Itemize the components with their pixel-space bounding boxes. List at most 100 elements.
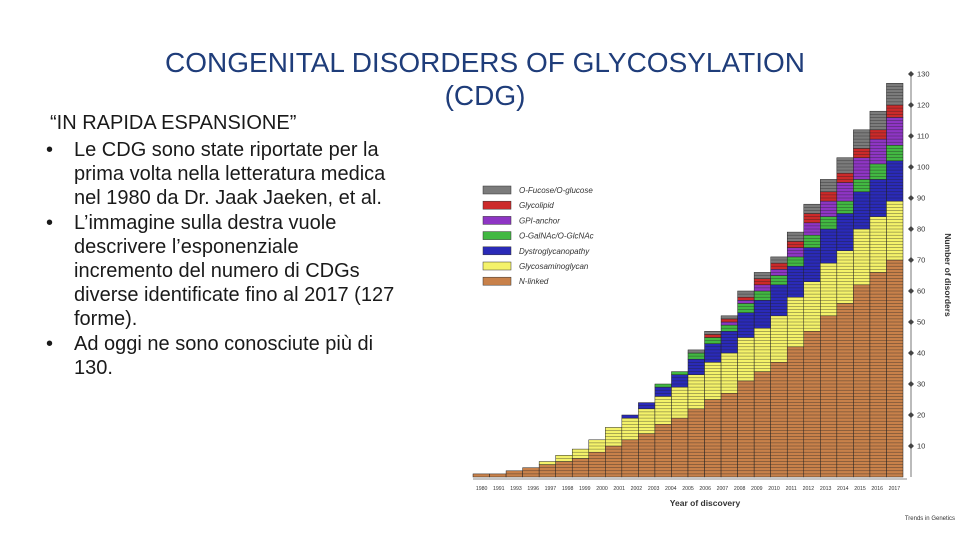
bar-segment [820,262,838,317]
y-tick-label: 50 [917,318,925,327]
bar-segment [555,461,573,478]
y-tick-label: 90 [917,194,925,203]
x-tick-label: 2013 [820,486,832,492]
bar-segment [836,250,854,304]
title-line-1: CONGENITAL DISORDERS OF GLYCOSYLATION [165,47,805,78]
x-tick-label: 2004 [665,486,677,492]
bars-group [472,83,904,478]
bar-segment [538,461,556,465]
x-tick-label: 1999 [579,486,591,492]
y-tick-marker [908,288,914,294]
x-tick-label: 2001 [613,486,625,492]
legend-swatch [482,246,512,256]
x-tick-label: 2014 [837,486,849,492]
bar-segment [886,117,904,146]
x-tick-label: 1991 [493,486,505,492]
x-tick-label: 2010 [768,486,780,492]
y-tick-label: 60 [917,287,925,296]
subtitle: “IN RAPIDA ESPANSIONE” [50,112,297,134]
x-tick-label: 2017 [889,486,901,492]
legend-label: N-linked [519,277,549,286]
x-tick-label: 2009 [751,486,763,492]
x-tick-label: 2008 [734,486,746,492]
bar-segment [803,213,821,224]
legend-label: O-Fucose/O-glucose [519,186,593,195]
y-tick-marker [908,164,914,170]
y-tick-label: 30 [917,380,925,389]
y-tick-marker [908,133,914,139]
bar-segment [654,396,672,425]
bullet-item: L’immagine sulla destra vuole descrivere… [46,211,401,332]
x-tick-label: 2007 [717,486,729,492]
bar-segment [886,83,904,106]
bar-segment [654,424,672,478]
bar-segment [704,334,722,338]
bar-segment [803,247,821,282]
legend-label: O-GalNAc/O-GlcNAc [519,232,594,241]
bar-segment [786,256,805,267]
x-tick-label: 1998 [562,486,574,492]
legend-swatch [482,231,512,240]
x-tick-label: 2011 [786,486,797,492]
bar-segment [886,145,904,162]
bar-segment [571,448,590,459]
bar-segment [820,200,838,217]
bar-segment [522,467,540,478]
x-tick-label: 2000 [596,486,608,492]
y-tick-marker [908,226,914,232]
y-tick-label: 20 [917,411,925,420]
x-tick-label: 1993 [510,486,522,492]
bar-segment [836,172,854,183]
y-tick-marker [908,195,914,201]
bar-segment [770,315,788,363]
bar-segment [820,191,838,202]
y-tick-marker [908,412,914,418]
bar-segment [654,383,672,388]
bar-segment [654,386,672,397]
bullet-item: Ad oggi ne sono conosciute più di 130. [46,332,401,380]
bar-segment [836,157,854,174]
x-tick-label: 2003 [648,486,660,492]
x-tick-label: 2012 [803,486,815,492]
x-tick-label: 1996 [527,486,539,492]
bar-segment [737,303,755,313]
bullet-list: Le CDG sono state riportate per la prima… [46,138,401,380]
y-tick-marker [908,257,914,263]
bar-segment [720,318,738,323]
x-tick-label: 2015 [854,486,866,492]
x-tick-label: 2016 [871,486,883,492]
legend-swatch [482,185,512,195]
y-tick-marker [908,350,914,356]
y-tick-label: 100 [917,163,930,172]
bar-segment [671,417,689,478]
legend-label: Dystroglycanopathy [519,247,590,256]
x-tick-label: 1997 [545,486,557,492]
bar-segment [704,331,722,335]
bar-segment [687,374,705,410]
bar-segment [786,247,805,258]
credit-label: Trends in Genetics [905,516,955,522]
bar-segment [770,275,788,286]
bar-segment [869,163,887,180]
x-axis-label: Year of discovery [670,498,741,508]
bar-segment [489,473,507,478]
y-tick-label: 130 [917,70,930,79]
bar-segment [753,300,771,329]
bar-segment [820,228,838,264]
legend-label: GPI-anchor [519,216,560,225]
legend-swatch [482,276,512,286]
y-tick-marker [908,381,914,387]
slide-title: CONGENITAL DISORDERS OF GLYCOSYLATION (C… [60,46,910,112]
bar-segment [704,399,722,478]
bar-segment [770,362,788,478]
bar-segment [687,358,705,375]
y-tick-label: 40 [917,349,925,358]
y-tick-label: 120 [917,101,930,110]
x-tick-label: 2006 [699,486,711,492]
y-tick-label: 80 [917,225,925,234]
bar-segment [720,321,738,326]
x-tick-label: 1980 [476,486,488,492]
bar-segment [886,200,904,261]
y-tick-marker [908,71,914,77]
